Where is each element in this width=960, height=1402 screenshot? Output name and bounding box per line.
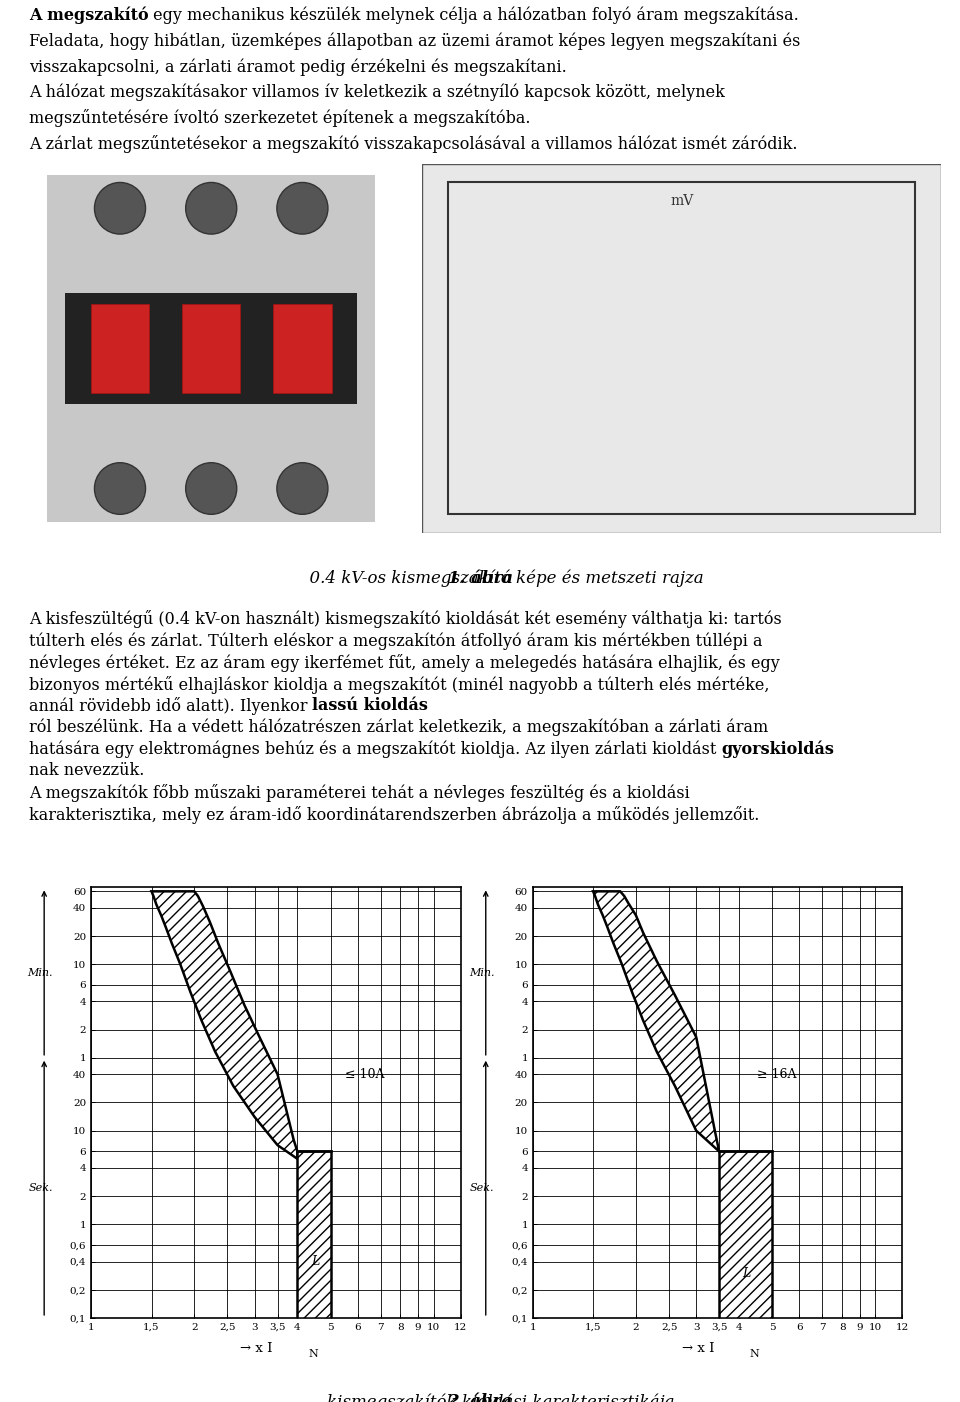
FancyBboxPatch shape: [91, 304, 149, 393]
Text: ról beszélünk. Ha a védett hálózatrészen zárlat keletkezik, a megszakítóban a zá: ról beszélünk. Ha a védett hálózatrészen…: [29, 719, 768, 736]
Text: Sek.: Sek.: [28, 1183, 53, 1193]
Text: 2. ábra: 2. ábra: [447, 1394, 513, 1402]
FancyBboxPatch shape: [274, 304, 331, 393]
Text: kismegszakítók kioldási karakterisztikája: kismegszakítók kioldási karakterisztikáj…: [285, 1394, 675, 1402]
Text: Sek.: Sek.: [469, 1183, 494, 1193]
Text: mV: mV: [670, 193, 693, 207]
Circle shape: [276, 463, 328, 515]
Text: → x I: → x I: [682, 1342, 717, 1356]
Text: nak nevezzük.: nak nevezzük.: [29, 763, 144, 780]
Text: N: N: [750, 1349, 759, 1360]
Polygon shape: [298, 1151, 330, 1318]
Polygon shape: [593, 892, 719, 1151]
Text: A hálózat megszakításakor villamos ív keletkezik a szétnyíló kapcsok között, mel: A hálózat megszakításakor villamos ív ke…: [29, 84, 725, 101]
Circle shape: [276, 182, 328, 234]
Text: A zárlat megszűntetésekor a megszakító visszakapcsolásával a villamos hálózat is: A zárlat megszűntetésekor a megszakító v…: [29, 135, 798, 153]
Text: hatására egy elektromágnes behúz és a megszakítót kioldja. Az ilyen zárlati kiol: hatására egy elektromágnes behúz és a me…: [29, 740, 721, 758]
Text: túlterh elés és zárlat. Túlterh eléskor a megszakítón átfollyó áram kis mértékbe: túlterh elés és zárlat. Túlterh eléskor …: [29, 632, 762, 649]
FancyBboxPatch shape: [422, 164, 941, 533]
Text: ≤ 10A: ≤ 10A: [345, 1068, 384, 1081]
Text: egy mechanikus készülék melynek célja a hálózatban folyó áram megszakítása.: egy mechanikus készülék melynek célja a …: [149, 7, 799, 24]
Text: ≥ 16A: ≥ 16A: [756, 1068, 796, 1081]
Polygon shape: [719, 1151, 772, 1318]
Text: → x I: → x I: [240, 1342, 276, 1356]
Text: 1. ábra: 1. ábra: [447, 569, 513, 587]
Text: annál rövidebb idő alatt). Ilyenkor: annál rövidebb idő alatt). Ilyenkor: [29, 697, 312, 715]
FancyBboxPatch shape: [65, 293, 357, 404]
Text: A megszakító: A megszakító: [29, 7, 149, 24]
Text: L: L: [311, 1255, 319, 1267]
Text: karakterisztika, mely ez áram-idő koordinátarendszerben ábrázolja a működés jell: karakterisztika, mely ez áram-idő koordi…: [29, 806, 759, 824]
Text: megszűntetésére ívoltó szerkezetet építenek a megszakítóba.: megszűntetésére ívoltó szerkezetet építe…: [29, 109, 530, 128]
Text: Min.: Min.: [27, 967, 53, 977]
Text: visszakapcsolni, a zárlati áramot pedig érzékelni és megszakítani.: visszakapcsolni, a zárlati áramot pedig …: [29, 57, 566, 76]
Text: 0.4 kV-os kismegszakító képe és metszeti rajza: 0.4 kV-os kismegszakító képe és metszeti…: [256, 569, 704, 587]
Text: A kisfeszültégű (0.4 kV-on használt) kismegszakító kioldását két esemény válthat: A kisfeszültégű (0.4 kV-on használt) kis…: [29, 610, 781, 628]
Text: gyorskioldás: gyorskioldás: [721, 740, 834, 758]
Circle shape: [94, 463, 146, 515]
Text: L: L: [742, 1267, 751, 1280]
Text: névleges értéket. Ez az áram egy ikerfémet fűt, amely a melegedés hatására elhaj: névleges értéket. Ez az áram egy ikerfém…: [29, 653, 780, 672]
Text: lassú kioldás: lassú kioldás: [312, 697, 428, 714]
FancyBboxPatch shape: [47, 175, 375, 522]
Circle shape: [94, 182, 146, 234]
Circle shape: [185, 182, 237, 234]
Circle shape: [185, 463, 237, 515]
Text: Min.: Min.: [468, 967, 494, 977]
Text: N: N: [308, 1349, 318, 1360]
FancyBboxPatch shape: [182, 304, 240, 393]
Text: bizonyos mértékű elhajláskor kioldja a megszakítót (minél nagyobb a túlterh elés: bizonyos mértékű elhajláskor kioldja a m…: [29, 676, 769, 694]
Text: A megszakítók főbb műszaki paraméterei tehát a névleges feszültég és a kioldási: A megszakítók főbb műszaki paraméterei t…: [29, 784, 689, 802]
Text: Feladata, hogy hibátlan, üzemképes állapotban az üzemi áramot képes legyen megsz: Feladata, hogy hibátlan, üzemképes állap…: [29, 32, 801, 50]
Polygon shape: [152, 892, 298, 1159]
